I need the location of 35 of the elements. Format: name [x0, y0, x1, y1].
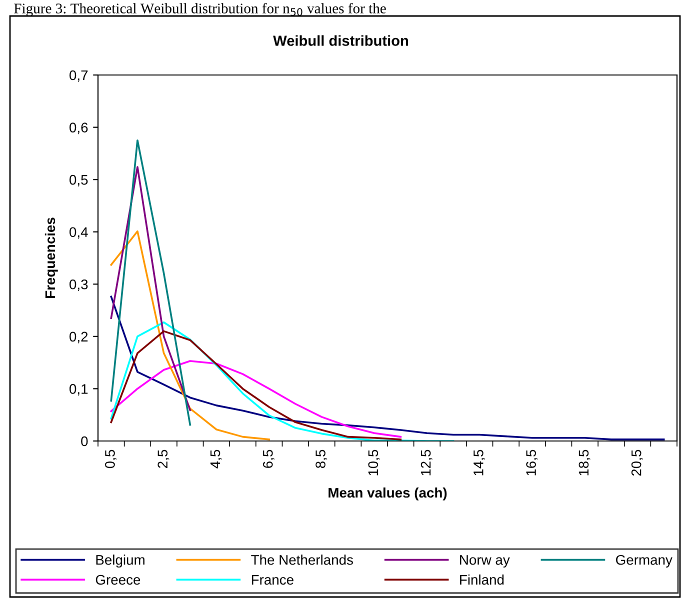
line-series	[110, 360, 402, 438]
legend-label: Norw ay	[460, 555, 510, 568]
legend-label: Germany	[616, 554, 672, 568]
x-tick-label: 4,5	[210, 450, 222, 468]
y-tick-label: 0,3	[70, 279, 88, 291]
x-tick-label: 20,5	[631, 450, 643, 476]
y-tick-label: 0,4	[70, 227, 88, 239]
legend-label: The Netherlands	[251, 554, 353, 565]
x-tick-label: 18,5	[578, 450, 590, 476]
x-tick-label: 16,5	[526, 450, 538, 476]
x-tick-label: 6,5	[262, 450, 274, 468]
line-series	[110, 321, 454, 441]
caption: Figure 3: Theoretical Weibull distribution for n$_{50}$ values for the	[14, 3, 386, 16]
legend-label: Finland	[460, 574, 504, 585]
line-series	[110, 296, 665, 440]
y-tick-label: 0,7	[70, 70, 88, 82]
y-tick-label: 0,1	[70, 384, 88, 396]
y-tick-label: 0,6	[70, 122, 88, 134]
y-tick-label: 0,2	[70, 332, 88, 344]
legend-label: France	[252, 575, 294, 585]
x-tick-label: 0,5	[105, 450, 117, 468]
legend-label: Belgium	[96, 554, 144, 568]
y-axis-title: Frequencies	[44, 218, 58, 298]
chart-title: Weibull distribution	[273, 35, 408, 46]
x-axis-title: Mean values (ach)	[328, 487, 447, 500]
x-tick-label: 12,5	[420, 450, 432, 476]
y-tick-label: 0	[81, 436, 88, 446]
y-tick-label: 0,5	[70, 174, 88, 186]
x-tick-label: 14,5	[474, 450, 485, 476]
legend-label: Greece	[96, 574, 140, 585]
x-tick-label: 8,5	[316, 450, 328, 468]
x-tick-label: 2,5	[158, 450, 170, 468]
line-series	[110, 230, 270, 440]
line-series	[110, 330, 402, 440]
x-tick-label: 10,5	[368, 450, 380, 476]
